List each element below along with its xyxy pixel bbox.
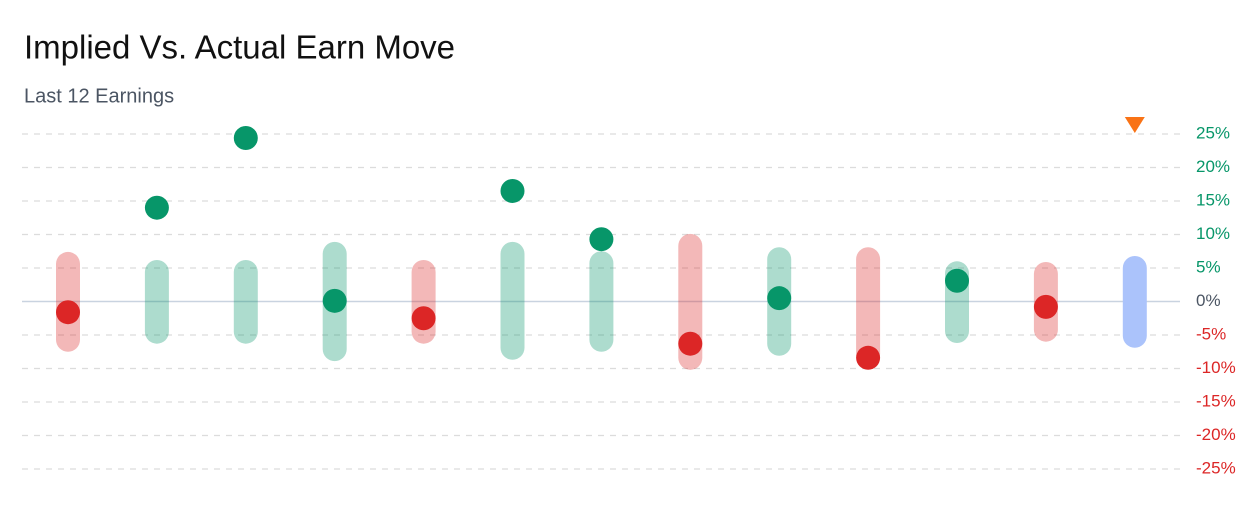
y-tick-label: -25% — [1196, 458, 1236, 477]
actual-dot — [144, 195, 169, 220]
y-tick-label: -20% — [1196, 425, 1236, 444]
y-tick-label: 20% — [1196, 157, 1230, 176]
implied-range — [233, 259, 258, 344]
chart-subtitle: Last 12 Earnings — [24, 85, 174, 107]
actual-dot — [233, 126, 258, 151]
y-tick-label: 15% — [1196, 190, 1230, 209]
implied-range — [411, 259, 436, 344]
actual-dot — [56, 300, 80, 325]
y-tick-label: -15% — [1196, 391, 1236, 410]
implied-range — [144, 259, 169, 344]
y-tick-label: 10% — [1196, 224, 1230, 243]
actual-dot — [500, 178, 525, 203]
y-tick-label: 25% — [1196, 123, 1230, 142]
chart-title: Implied Vs. Actual Earn Move — [24, 29, 455, 66]
actual-dot — [945, 268, 969, 293]
y-tick-label: 5% — [1196, 257, 1221, 276]
y-tick-label: 0% — [1196, 291, 1221, 310]
upcoming-marker — [1124, 117, 1145, 133]
actual-dot — [589, 227, 614, 252]
y-tick-label: -5% — [1196, 324, 1226, 343]
implied-range — [589, 251, 614, 352]
actual-dot — [856, 345, 881, 370]
implied-range — [856, 247, 881, 366]
actual-dot — [678, 331, 703, 356]
actual-dot — [767, 286, 792, 311]
actual-dot — [1033, 294, 1058, 319]
implied-range — [1122, 255, 1147, 348]
y-tick-label: -10% — [1196, 358, 1236, 377]
actual-dot — [411, 306, 436, 331]
implied-range — [500, 241, 525, 360]
actual-dot — [322, 288, 347, 313]
